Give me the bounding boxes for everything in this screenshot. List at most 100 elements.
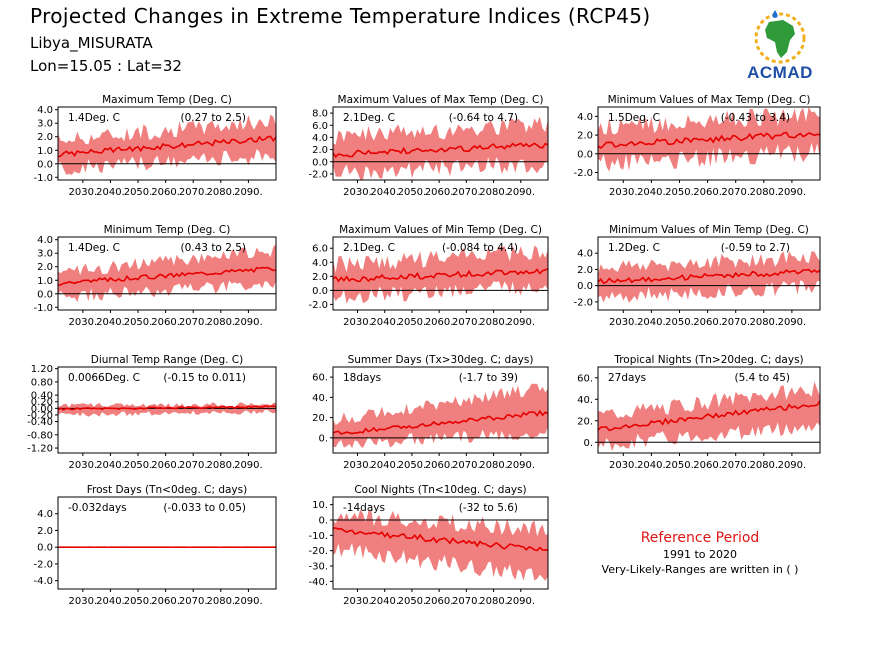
likely-range-value: (-0.033 to 0.05) <box>163 502 246 514</box>
plot-frame <box>332 366 549 454</box>
x-tick-label: 2070. <box>452 596 481 607</box>
y-tick-label: 0.0 <box>577 281 593 292</box>
chart-title: Cool Nights (Tn<10deg. C; days) <box>354 484 526 496</box>
mean-change-value: 27days <box>608 372 646 384</box>
x-tick-label: 2080. <box>206 187 235 198</box>
x-tick-label: 2030. <box>343 187 372 198</box>
reference-period-box: Reference Period 1991 to 2020 Very-Likel… <box>590 530 810 576</box>
x-tick-label: 2070. <box>721 317 750 328</box>
chart-title: Frost Days (Tn<0deg. C; days) <box>87 484 247 496</box>
chart-panel: 0. 20. 40. 60. 2030.2040.2050.2060.2070.2080… <box>312 354 549 471</box>
ensemble-mean-line <box>597 268 821 285</box>
mean-change-value: -14days <box>343 502 385 514</box>
chart-panel: -4.0 -2.0 0.0 2.0 4.0 2030.2040.2050.2060.207… <box>33 484 277 607</box>
reference-period-title: Reference Period <box>640 530 760 546</box>
y-tick-label: -30. <box>308 562 328 573</box>
chart-title: Minimum Values of Max Temp (Deg. C) <box>608 94 811 106</box>
y-tick-label: 4.0 <box>37 235 53 246</box>
x-tick-label: 2080. <box>206 460 235 471</box>
x-tick-label: 2070. <box>452 317 481 328</box>
ensemble-mean-line <box>597 400 821 432</box>
y-tick-label: -0.40 <box>27 417 53 428</box>
chart-title: Tropical Nights (Tn>20deg. C; days) <box>613 354 803 366</box>
x-tick-label: 2080. <box>479 460 508 471</box>
x-tick-label: 2070. <box>179 317 208 328</box>
y-tick-label: 4.0 <box>37 105 53 116</box>
chart-panel: -40. -30. -20. -10. 0. 10. 2030.2040.2050.2060… <box>308 484 549 607</box>
y-tick-label: -2.0 <box>573 297 593 308</box>
chart-title: Maximum Temp (Deg. C) <box>102 94 232 106</box>
y-tick-label: -2.0 <box>573 168 593 179</box>
y-tick-label: 2.0 <box>312 272 328 283</box>
x-tick-label: 2030. <box>343 317 372 328</box>
mean-change-value: 18days <box>343 372 381 384</box>
x-tick-label: 2070. <box>721 460 750 471</box>
y-tick-label: -2.0 <box>308 300 328 311</box>
y-tick-label: -20. <box>308 546 328 557</box>
likely-range-value: (-0.59 to 2.7) <box>721 242 790 254</box>
x-tick-label: 2090. <box>778 187 807 198</box>
x-tick-label: 2090. <box>234 317 263 328</box>
x-tick-label: 2060. <box>151 596 180 607</box>
x-tick-label: 2090. <box>778 317 807 328</box>
y-tick-label: 1.0 <box>37 276 53 287</box>
y-tick-label: -1.20 <box>27 444 53 455</box>
reference-period-note: Very-Likely-Ranges are written in ( ) <box>601 563 799 576</box>
y-tick-label: 6.0 <box>312 121 328 132</box>
chart-panel: -1.20 -0.80 -0.40-0.200.000.200.40 0.80 1.20… <box>27 354 277 471</box>
y-tick-label: 2.0 <box>37 526 53 537</box>
chart-title: Minimum Values of Min Temp (Deg. C) <box>609 224 809 236</box>
x-tick-label: 2070. <box>179 460 208 471</box>
x-tick-label: 2090. <box>234 596 263 607</box>
y-tick-label: 8.0 <box>312 109 328 120</box>
x-tick-label: 2040. <box>637 460 666 471</box>
y-tick-label: 0.0 <box>37 543 53 554</box>
x-tick-label: 2040. <box>96 460 125 471</box>
likely-range-band <box>333 116 548 180</box>
x-tick-label: 2040. <box>96 317 125 328</box>
y-tick-label: 0. <box>583 438 593 449</box>
chart-title: Diurnal Temp Range (Deg. C) <box>91 354 243 366</box>
x-tick-label: 2080. <box>749 187 778 198</box>
y-tick-label: 4.0 <box>312 258 328 269</box>
x-tick-label: 2050. <box>124 460 153 471</box>
ensemble-mean-line <box>332 409 549 435</box>
chart-title: Maximum Values of Min Temp (Deg. C) <box>339 224 542 236</box>
x-tick-label: 2090. <box>506 187 535 198</box>
x-tick-label: 2060. <box>693 317 722 328</box>
likely-range-value: (-0.15 to 0.011) <box>163 372 246 384</box>
y-tick-label: 1.20 <box>31 364 53 375</box>
y-tick-label: 4.0 <box>577 249 593 260</box>
x-tick-label: 2040. <box>370 460 399 471</box>
mean-change-value: -0.032days <box>68 502 127 514</box>
y-tick-label: 0.20 <box>31 397 53 408</box>
y-tick-label: 0.00 <box>31 404 53 415</box>
x-tick-label: 2080. <box>749 460 778 471</box>
y-tick-label: -1.0 <box>33 173 53 184</box>
x-tick-label: 2060. <box>425 596 454 607</box>
x-tick-label: 2050. <box>398 317 427 328</box>
y-tick-label: 0.0 <box>577 149 593 160</box>
y-tick-label: 0. <box>318 516 328 527</box>
plot-frame <box>597 106 821 181</box>
mean-change-value: 2.1Deg. C <box>343 112 395 124</box>
y-tick-label: 4.0 <box>577 112 593 123</box>
x-tick-label: 2060. <box>151 460 180 471</box>
x-tick-label: 2060. <box>151 317 180 328</box>
y-tick-label: 2.0 <box>37 132 53 143</box>
mean-change-value: 0.0066Deg. C <box>68 372 140 384</box>
y-tick-label: 0.80 <box>31 377 53 388</box>
y-tick-label: 0.0 <box>37 289 53 300</box>
x-tick-label: 2060. <box>151 187 180 198</box>
likely-range-band <box>58 402 276 417</box>
x-tick-label: 2040. <box>637 317 666 328</box>
y-tick-label: 0. <box>318 433 328 444</box>
y-tick-label: -1.0 <box>33 303 53 314</box>
x-tick-label: 2090. <box>506 596 535 607</box>
x-tick-label: 2060. <box>425 460 454 471</box>
y-tick-label: 10. <box>312 500 328 511</box>
chart-title: Minimum Temp (Deg. C) <box>104 224 231 236</box>
plot-frame <box>57 106 277 181</box>
